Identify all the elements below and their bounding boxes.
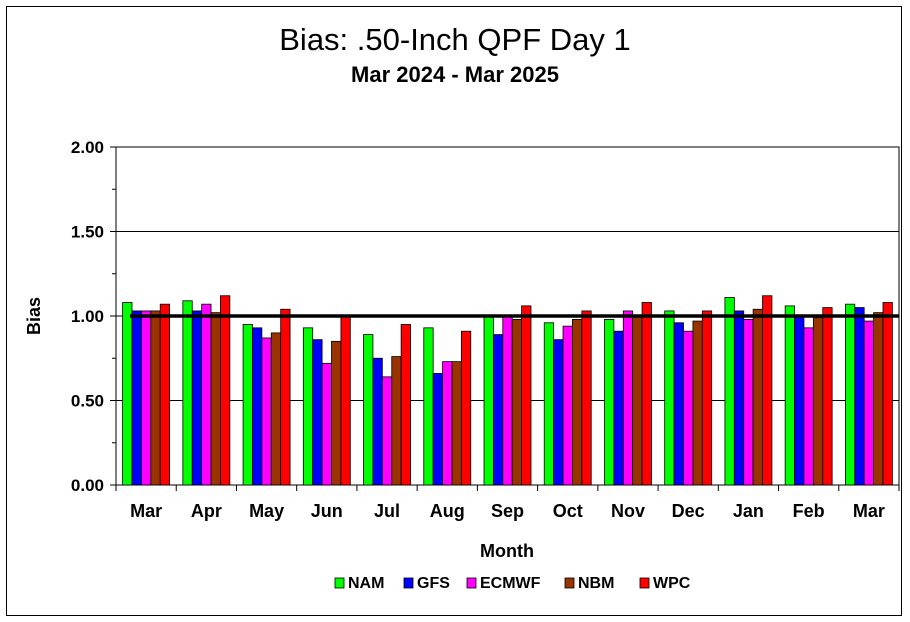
bar-wpc (220, 295, 231, 486)
bar-nbm (210, 312, 221, 486)
legend-label-nbm: NBM (578, 575, 614, 592)
bar-ecmwf (622, 310, 634, 486)
legend-label-nam: NAM (348, 575, 384, 592)
bar-wpc (159, 303, 171, 486)
legend-label-ecmwf: ECMWF (480, 575, 541, 592)
legend-swatch-ecmwf (466, 577, 477, 589)
x-tick-label: Jan (733, 501, 764, 521)
bar-nam (543, 322, 555, 486)
legend-label-gfs: GFS (417, 575, 450, 592)
bar-wpc (762, 295, 773, 486)
x-tick-label: Jul (374, 501, 400, 521)
x-tick-label: Mar (853, 501, 885, 521)
bar-wpc (701, 310, 713, 486)
bar-nam (784, 305, 795, 486)
bar-nbm (632, 315, 643, 486)
legend-swatch-nam (334, 577, 345, 589)
bar-nam (182, 300, 193, 486)
bar-wpc (641, 302, 652, 486)
bar-wpc (521, 305, 532, 486)
bar-nam (664, 310, 675, 486)
y-tick-label: 2.00 (71, 138, 104, 157)
bar-gfs (432, 373, 443, 486)
bar-gfs (733, 310, 745, 486)
y-tick-label: 1.50 (71, 223, 104, 242)
bar-nam (423, 327, 434, 486)
bar-nam (302, 327, 314, 486)
x-tick-label: Oct (553, 501, 583, 521)
legend-swatch-gfs (403, 577, 414, 589)
bar-nbm (812, 317, 824, 486)
bar-nbm (331, 340, 342, 486)
legend-label-wpc: WPC (653, 575, 691, 592)
bar-nbm (511, 318, 523, 486)
bar-wpc (400, 324, 411, 486)
x-tick-label: Feb (793, 501, 825, 521)
bar-gfs (794, 315, 805, 486)
x-tick-label: Dec (672, 501, 705, 521)
x-tick-label: Mar (130, 501, 162, 521)
bar-gfs (191, 310, 203, 486)
bar-ecmwf (562, 325, 573, 486)
bar-wpc (460, 330, 472, 486)
bar-wpc (581, 310, 592, 486)
bar-ecmwf (261, 337, 272, 486)
bar-nbm (150, 310, 161, 486)
bar-ecmwf (743, 318, 754, 486)
bar-nbm (270, 332, 282, 486)
bar-gfs (492, 334, 504, 486)
x-axis-title: Month (480, 541, 534, 561)
bar-nbm (692, 320, 703, 486)
bar-ecmwf (442, 361, 453, 486)
bar-wpc (340, 315, 351, 486)
bar-gfs (673, 322, 684, 486)
bar-ecmwf (141, 310, 152, 486)
x-tick-label: May (249, 501, 284, 521)
y-tick-label: 0.50 (71, 392, 104, 411)
bar-wpc (822, 307, 833, 486)
bar-nbm (451, 361, 462, 486)
bar-nbm (873, 312, 884, 486)
x-tick-label: Aug (430, 501, 465, 521)
legend-swatch-nbm (564, 577, 575, 589)
y-tick-label: 1.00 (71, 307, 104, 326)
bar-nam (242, 324, 253, 486)
x-tick-label: Jun (311, 501, 343, 521)
bar-nam (363, 334, 374, 486)
bar-nam (122, 302, 133, 486)
chart-subtitle: Mar 2024 - Mar 2025 (351, 62, 559, 87)
bar-ecmwf (803, 327, 814, 486)
bar-nbm (572, 318, 583, 486)
bar-gfs (252, 327, 263, 486)
bar-ecmwf (321, 362, 332, 486)
legend-swatch-wpc (639, 577, 650, 589)
bar-ecmwf (381, 376, 393, 486)
y-tick-label: 0.00 (71, 476, 104, 495)
chart-title: Bias: .50-Inch QPF Day 1 (279, 22, 631, 57)
y-axis-title: Bias (24, 297, 44, 335)
bar-wpc (280, 308, 291, 486)
bar-gfs (553, 339, 564, 486)
bar-nam (483, 315, 494, 486)
bar-nbm (391, 356, 402, 486)
bar-gfs (312, 339, 323, 486)
bar-nam (604, 318, 615, 486)
bar-ecmwf (863, 320, 874, 486)
bar-gfs (372, 357, 383, 486)
bar-ecmwf (201, 303, 212, 486)
bar-wpc (882, 302, 893, 486)
bar-gfs (854, 307, 865, 486)
bar-nam (844, 303, 856, 486)
bar-gfs (131, 310, 142, 486)
bar-ecmwf (683, 330, 694, 486)
bar-nam (724, 297, 735, 486)
x-tick-label: Nov (611, 501, 645, 521)
bar-gfs (613, 330, 624, 486)
bar-ecmwf (502, 315, 513, 486)
x-tick-label: Apr (191, 501, 222, 521)
x-tick-label: Sep (491, 501, 524, 521)
bar-nbm (752, 308, 763, 486)
